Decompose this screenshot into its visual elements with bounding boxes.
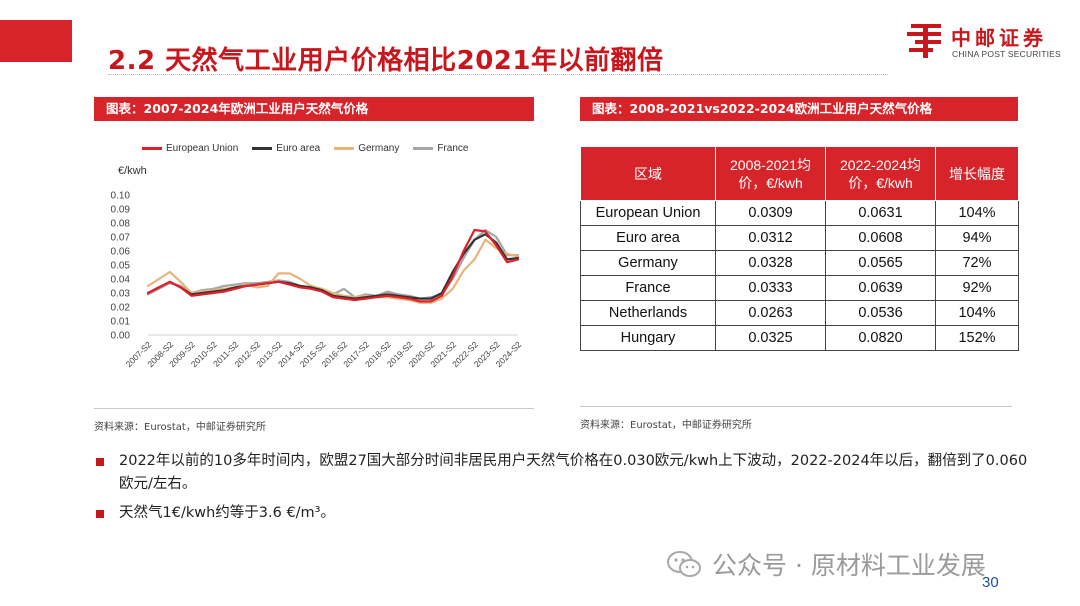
table-cell-avg-old: 0.0325 [715,325,826,351]
table-row: Hungary 0.0325 0.0820 152% [580,325,1019,351]
title-divider [108,74,888,75]
logo-chinese-name: 中邮证券 [951,26,1047,50]
legend-swatch-france [413,147,434,150]
table-header-growth: 增长幅度 [935,146,1019,201]
legend-label-euro-area: Euro area [276,143,321,154]
china-post-logo-icon [907,24,941,58]
table-cell-avg-new: 0.0639 [825,275,936,301]
right-source-divider [580,406,1012,407]
y-tick-label: 0.04 [111,275,131,286]
table-cell-avg-new: 0.0608 [825,225,936,251]
table-cell-growth: 104% [935,200,1019,226]
chart-legend: European Union Euro area Germany France [142,143,468,154]
table-cell-region: France [580,275,716,301]
legend-swatch-eu [142,147,162,150]
bullet-text: 天然气1€/kwh约等于3.6 €/m³。 [119,505,335,521]
summary-bullets: 2022年以前的10多年时间内，欧盟27国大部分时间非居民用户天然气价格在0.0… [96,450,1036,531]
legend-item-euro-area: Euro area [252,143,320,154]
y-tick-label: 0.10 [111,191,131,202]
page-number: 30 [982,574,999,591]
table-cell-avg-new: 0.0536 [825,300,936,326]
y-tick-label: 0.05 [111,261,131,272]
legend-label-eu: European Union [166,143,239,154]
gas-price-line-chart: European Union Euro area Germany France … [94,135,534,385]
bullet-item: 天然气1€/kwh约等于3.6 €/m³。 [96,502,1036,525]
table-cell-avg-old: 0.0309 [715,200,826,226]
bullet-text: 2022年以前的10多年时间内，欧盟27国大部分时间非居民用户天然气价格在0.0… [119,453,1028,492]
legend-item-germany: Germany [334,143,399,154]
table-header-row: 区域 2008-2021均价，€/kwh 2022-2024均价，€/kwh 增… [580,146,1019,201]
table-cell-avg-new: 0.0820 [825,325,936,351]
series-line-germany [146,238,520,304]
table-cell-avg-new: 0.0631 [825,200,936,226]
bullet-square-icon [96,458,104,466]
series-line-euro-area [146,233,520,300]
y-tick-label: 0.00 [111,331,131,342]
table-cell-avg-new: 0.0565 [825,250,936,276]
table-row: Euro area 0.0312 0.0608 94% [580,225,1019,251]
table-cell-avg-old: 0.0312 [715,225,826,251]
y-tick-label: 0.02 [111,303,131,314]
table-header-avg-2008-2021: 2008-2021均价，€/kwh [715,146,826,201]
series-line-france [146,228,520,300]
y-tick-label: 0.06 [111,247,131,258]
y-axis-unit-label: €/kwh [118,165,147,177]
legend-label-germany: Germany [358,143,400,154]
left-source-divider [94,408,534,409]
bullet-item: 2022年以前的10多年时间内，欧盟27国大部分时间非居民用户天然气价格在0.0… [96,450,1036,496]
table-cell-region: Hungary [580,325,716,351]
y-tick-label: 0.03 [111,289,131,300]
legend-item-eu: European Union [142,143,238,154]
table-cell-growth: 152% [935,325,1019,351]
table-header-avg-2022-2024: 2022-2024均价，€/kwh [825,146,936,201]
legend-swatch-germany [334,147,355,150]
table-row: Netherlands 0.0263 0.0536 104% [580,300,1019,326]
table-cell-growth: 72% [935,250,1019,276]
table-cell-avg-old: 0.0333 [715,275,826,301]
legend-label-france: France [437,143,469,154]
table-row: France 0.0333 0.0639 92% [580,275,1019,301]
table-cell-avg-old: 0.0328 [715,250,826,276]
table-cell-growth: 104% [935,300,1019,326]
table-cell-growth: 92% [935,275,1019,301]
table-cell-region: Germany [580,250,716,276]
price-comparison-table: 区域 2008-2021均价，€/kwh 2022-2024均价，€/kwh 增… [580,146,1019,351]
wechat-watermark: 公众号 · 原材料工业发展 [666,546,986,582]
table-cell-avg-old: 0.0263 [715,300,826,326]
y-tick-label: 0.09 [111,205,131,216]
table-cell-growth: 94% [935,225,1019,251]
series-line-european-union [146,228,520,303]
table-cell-region: European Union [580,200,716,226]
wechat-icon [667,551,701,577]
bullet-square-icon [96,510,104,518]
company-logo: 中邮证券 CHINA POST SECURITIES [905,20,1070,64]
y-tick-label: 0.08 [111,219,131,230]
legend-swatch-euro-area [252,147,273,150]
table-row: Germany 0.0328 0.0565 72% [580,250,1019,276]
right-panel-heading: 图表：2008-2021vs2022-2024欧洲工业用户天然气价格 [580,97,1018,121]
table-header-region: 区域 [580,146,716,201]
left-panel-heading: 图表：2007-2024年欧洲工业用户天然气价格 [94,97,534,121]
page-title: 2.2 天然气工业用户价格相比2021年以前翻倍 [108,46,664,76]
table-row: European Union 0.0309 0.0631 104% [580,200,1019,226]
y-tick-label: 0.01 [111,317,131,328]
watermark-text: 公众号 · 原材料工业发展 [712,551,986,580]
left-source-note: 资料来源：Eurostat，中邮证券研究所 [94,422,266,433]
chart-plot-area: 0.10 0.09 0.08 0.07 0.06 0.05 0.04 0.03 0.02 0.01… [111,191,524,370]
right-source-note: 资料来源：Eurostat，中邮证券研究所 [580,420,752,431]
table-cell-region: Netherlands [580,300,716,326]
y-tick-label: 0.07 [111,233,131,244]
corner-accent-block [0,20,72,62]
logo-english-name: CHINA POST SECURITIES [952,49,1061,59]
table-cell-region: Euro area [580,225,716,251]
legend-item-france: France [413,143,468,154]
